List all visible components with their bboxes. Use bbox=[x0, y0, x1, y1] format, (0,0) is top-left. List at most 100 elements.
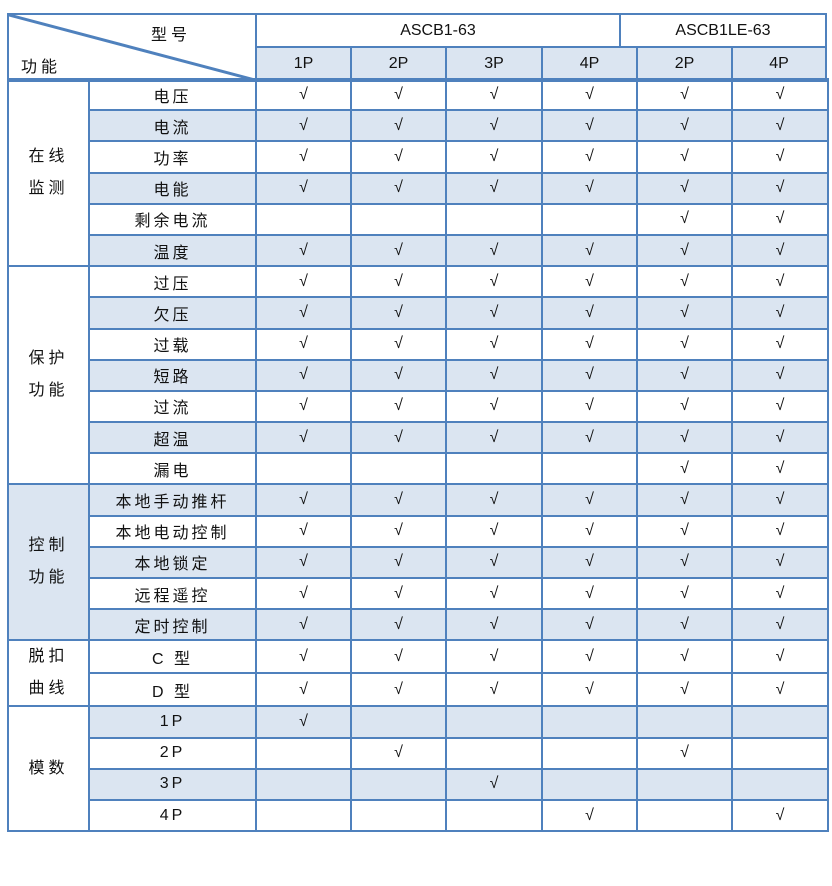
check-mark-icon: √ bbox=[489, 366, 499, 384]
table-row: 脱扣 曲线 C 型 √ √ √ √ √ √ bbox=[7, 639, 829, 708]
support-cell: √ bbox=[541, 233, 638, 268]
support-cell: √ bbox=[731, 233, 829, 268]
support-cell: √ bbox=[636, 171, 733, 205]
support-cell: √ bbox=[350, 672, 447, 708]
support-cell bbox=[636, 767, 733, 801]
model-header-ascb1le-63: ASCB1LE-63 bbox=[619, 13, 827, 48]
support-cell: √ bbox=[445, 639, 543, 675]
table-row: 电流 √ √ √ √ √ √ bbox=[8, 109, 829, 143]
model-header-ascb1-63: ASCB1-63 bbox=[255, 13, 621, 48]
check-mark-icon: √ bbox=[299, 272, 308, 290]
support-cell: √ bbox=[731, 798, 829, 833]
check-mark-icon: √ bbox=[775, 647, 785, 665]
support-cell: √ bbox=[636, 483, 733, 517]
table-row: 过载 √ √ √ √ √ √ bbox=[8, 327, 829, 361]
check-mark-icon: √ bbox=[585, 680, 594, 698]
support-cell: √ bbox=[731, 358, 829, 392]
support-cell: √ bbox=[445, 576, 543, 611]
support-cell: √ bbox=[636, 296, 733, 330]
check-mark-icon: √ bbox=[585, 147, 594, 165]
support-cell: √ bbox=[731, 202, 829, 236]
check-mark-icon: √ bbox=[680, 179, 689, 197]
support-cell: √ bbox=[731, 483, 829, 517]
pole-header: 4P bbox=[541, 46, 638, 82]
check-mark-icon: √ bbox=[775, 210, 785, 228]
support-cell: √ bbox=[731, 171, 829, 205]
support-cell: √ bbox=[636, 389, 733, 424]
table-row: 模数 1P √ bbox=[7, 705, 829, 833]
support-cell: √ bbox=[541, 639, 638, 675]
check-mark-icon: √ bbox=[585, 116, 594, 134]
table-row: 控制 功能 本地手动推杆 √ √ √ √ √ √ bbox=[7, 483, 829, 642]
group-label-cell: 在线 监测 bbox=[7, 77, 90, 268]
support-cell: √ bbox=[445, 514, 543, 548]
support-cell: √ bbox=[541, 265, 638, 299]
check-mark-icon: √ bbox=[299, 147, 308, 165]
support-cell: √ bbox=[350, 233, 447, 268]
support-cell: √ bbox=[636, 140, 733, 174]
support-cell: √ bbox=[445, 140, 543, 174]
check-mark-icon: √ bbox=[585, 584, 594, 602]
check-mark-icon: √ bbox=[299, 712, 308, 730]
support-cell: √ bbox=[541, 327, 638, 361]
table-row: 4P √ √ bbox=[8, 798, 829, 833]
support-cell: √ bbox=[445, 265, 543, 299]
support-cell: √ bbox=[445, 233, 543, 268]
check-mark-icon: √ bbox=[299, 553, 308, 571]
support-cell: √ bbox=[350, 109, 447, 143]
check-mark-icon: √ bbox=[585, 428, 594, 446]
check-mark-icon: √ bbox=[680, 491, 689, 509]
support-cell bbox=[731, 736, 829, 770]
support-cell: √ bbox=[255, 705, 352, 739]
check-mark-icon: √ bbox=[680, 335, 689, 353]
feature-label: 本地电动控制 bbox=[88, 514, 257, 548]
check-mark-icon: √ bbox=[680, 553, 689, 571]
support-cell: √ bbox=[445, 296, 543, 330]
check-mark-icon: √ bbox=[489, 85, 499, 103]
support-cell: √ bbox=[636, 514, 733, 548]
support-cell: √ bbox=[255, 296, 352, 330]
check-mark-icon: √ bbox=[585, 806, 594, 824]
check-mark-icon: √ bbox=[394, 553, 403, 571]
table-row: 在线 监测 电压 √ √ √ √ √ √ bbox=[7, 77, 829, 268]
group-label: 在线 bbox=[28, 147, 69, 165]
support-cell: √ bbox=[541, 672, 638, 708]
check-mark-icon: √ bbox=[489, 553, 499, 571]
table-row: 温度 √ √ √ √ √ √ bbox=[8, 233, 829, 268]
support-cell: √ bbox=[350, 265, 447, 299]
check-mark-icon: √ bbox=[299, 584, 308, 602]
check-mark-icon: √ bbox=[299, 366, 308, 384]
check-mark-icon: √ bbox=[680, 428, 689, 446]
group-label-cell: 模数 bbox=[7, 705, 90, 833]
check-mark-icon: √ bbox=[775, 806, 785, 824]
table-row: 3P √ bbox=[8, 767, 829, 801]
group-label: 脱扣 bbox=[28, 648, 69, 666]
check-mark-icon: √ bbox=[299, 335, 308, 353]
group-label: 功能 bbox=[28, 382, 69, 400]
check-mark-icon: √ bbox=[585, 647, 594, 665]
support-cell bbox=[541, 202, 638, 236]
support-cell bbox=[350, 705, 447, 739]
support-cell: √ bbox=[445, 109, 543, 143]
check-mark-icon: √ bbox=[680, 647, 689, 665]
check-mark-icon: √ bbox=[489, 428, 499, 446]
support-cell bbox=[636, 798, 733, 833]
check-mark-icon: √ bbox=[680, 744, 689, 762]
check-mark-icon: √ bbox=[299, 680, 308, 698]
support-cell: √ bbox=[636, 202, 733, 236]
support-cell: √ bbox=[350, 608, 447, 642]
feature-label: C 型 bbox=[88, 639, 257, 675]
group-label-cell: 保护 功能 bbox=[7, 265, 90, 486]
support-cell: √ bbox=[541, 514, 638, 548]
check-mark-icon: √ bbox=[394, 85, 403, 103]
check-mark-icon: √ bbox=[394, 335, 403, 353]
support-cell: √ bbox=[445, 608, 543, 642]
support-cell: √ bbox=[350, 296, 447, 330]
check-mark-icon: √ bbox=[585, 491, 594, 509]
support-cell: √ bbox=[445, 421, 543, 455]
support-cell bbox=[731, 767, 829, 801]
check-mark-icon: √ bbox=[394, 522, 403, 540]
support-cell: √ bbox=[255, 171, 352, 205]
check-mark-icon: √ bbox=[775, 459, 785, 477]
check-mark-icon: √ bbox=[489, 272, 499, 290]
